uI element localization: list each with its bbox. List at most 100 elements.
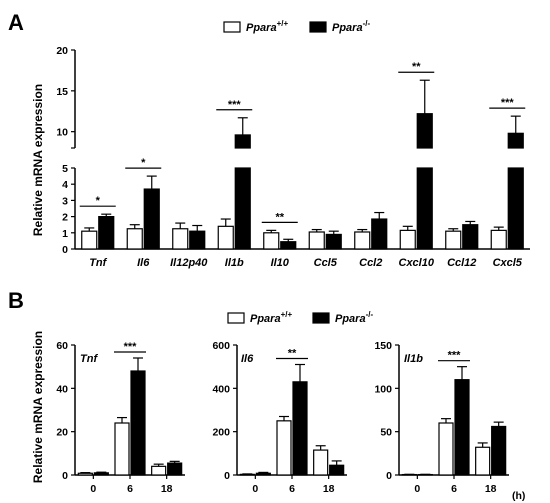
panel-b3-title: Il1b: [404, 353, 423, 365]
sig-label-Cxcl5: ***: [501, 97, 515, 109]
bar-Il1b-s1: [234, 167, 251, 250]
bar-B1-6-s1: [130, 370, 146, 476]
ytick-label-a-lower: 4: [62, 179, 68, 191]
bar-B1-18-s0: [151, 465, 167, 476]
bar-B2-6-s1: [292, 381, 308, 476]
bar-B3-6-s0: [438, 422, 454, 476]
xtick-label-B2-6: 6: [289, 483, 295, 495]
x-unit-label: (h): [512, 490, 525, 502]
panel-label-a: A: [8, 10, 24, 35]
bar-Cxcl10-s0: [399, 229, 416, 250]
bar-Ccl12-s1: [462, 224, 479, 250]
panel-b1-title: Tnf: [80, 353, 98, 365]
sig-label-Il6: *: [141, 157, 146, 169]
ytick-label-B3: 150: [374, 340, 392, 352]
legend-wt-label: Ppara+/+: [246, 19, 288, 34]
xtick-label-B2-0: 0: [252, 483, 258, 495]
ytick-label-a-upper: 10: [56, 127, 68, 139]
bar-upper-Cxcl10-s1: [416, 113, 433, 149]
xtick-label-Cxcl10: Cxcl10: [399, 257, 435, 269]
xtick-label-Cxcl5: Cxcl5: [493, 257, 523, 269]
ytick-label-B1: 0: [62, 470, 68, 482]
xtick-label-Il10: Il10: [271, 257, 290, 269]
bar-Il12p40-s0: [172, 228, 189, 250]
sig-label-Tnf: *: [96, 195, 101, 207]
ytick-label-B2: 400: [212, 383, 230, 395]
panel-b2-title: Il6: [241, 353, 254, 365]
xtick-label-Ccl5: Ccl5: [314, 257, 338, 269]
bar-B2-0-s1: [255, 472, 271, 476]
bar-Ccl12-s0: [445, 230, 462, 250]
bar-B2-6-s0: [276, 420, 292, 476]
ytick-label-B2: 200: [212, 427, 230, 439]
ylabel-a: Relative mRNA expression: [31, 84, 45, 236]
sig-label-Il10: **: [275, 211, 284, 223]
ytick-label-a-upper: 20: [56, 45, 68, 57]
ytick-label-B1: 60: [56, 340, 68, 352]
bar-Ccl2-s0: [354, 231, 371, 250]
xtick-label-Tnf: Tnf: [89, 257, 107, 269]
xtick-label-Ccl2: Ccl2: [359, 257, 382, 269]
bar-Cxcl5-s0: [490, 229, 507, 250]
bar-Il6-s1: [143, 188, 160, 250]
xtick-label-Il12p40: Il12p40: [170, 257, 208, 269]
ytick-label-B2: 600: [212, 340, 230, 352]
ytick-label-a-upper: 15: [56, 86, 68, 98]
ytick-label-B2: 0: [224, 470, 230, 482]
bar-Il10-s0: [263, 232, 280, 250]
legend-b-ko-swatch: [312, 312, 330, 324]
ytick-label-a-lower: 1: [62, 228, 68, 240]
sig-label-B1: ***: [124, 341, 138, 353]
bar-B1-0-s0: [77, 472, 93, 476]
bar-B1-18-s1: [167, 462, 183, 476]
sig-label-B3: ***: [448, 350, 462, 362]
bar-Cxcl5-s1: [507, 167, 524, 250]
xtick-label-Ccl12: Ccl12: [447, 257, 476, 269]
sig-label-B2: **: [288, 348, 297, 360]
bar-B3-18-s0: [475, 446, 491, 476]
xtick-label-B1-18: 18: [161, 483, 173, 495]
bar-B2-18-s0: [313, 449, 329, 476]
xtick-label-B1-0: 0: [90, 483, 96, 495]
legend-wt-swatch: [223, 21, 241, 33]
bar-Il10-s1: [280, 241, 297, 250]
ylabel-b: Relative mRNA expression: [31, 331, 45, 483]
ytick-label-B3: 0: [386, 470, 392, 482]
legend-b: Ppara+/+ Ppara-/-: [227, 310, 373, 325]
ytick-label-a-lower: 0: [62, 244, 68, 256]
ytick-label-B1: 20: [56, 427, 68, 439]
bar-Ccl5-s1: [325, 233, 342, 250]
legend-a: Ppara+/+ Ppara-/-: [223, 19, 370, 34]
legend-ko-swatch: [309, 21, 327, 33]
ytick-label-B1: 40: [56, 383, 68, 395]
bar-B3-18-s1: [491, 425, 507, 476]
bar-B3-6-s1: [454, 379, 470, 476]
ytick-label-a-lower: 2: [62, 212, 68, 224]
bar-upper-Cxcl5-s1: [507, 132, 524, 149]
sig-label-Cxcl10: **: [412, 61, 421, 73]
xtick-label-B1-6: 6: [127, 483, 133, 495]
xtick-label-B3-6: 6: [451, 483, 457, 495]
legend-b-wt-label: Ppara+/+: [250, 310, 292, 325]
bar-Il1b-s0: [217, 225, 234, 250]
bar-Il6-s0: [126, 228, 143, 250]
sig-label-Il1b: ***: [228, 99, 242, 111]
xtick-label-B3-0: 0: [414, 483, 420, 495]
bar-B1-6-s0: [114, 422, 130, 476]
legend-b-wt-swatch: [227, 312, 245, 324]
chart-plots: 0 1 2 3 4 5 10 15 20 Tnf Il6 Il12p40 Il1b Il10 Ccl5 Ccl…: [56, 45, 530, 495]
ytick-label-a-lower: 3: [62, 195, 68, 207]
ytick-label-B3: 100: [374, 383, 392, 395]
bar-B1-0-s1: [93, 472, 109, 476]
bar-Il12p40-s1: [189, 230, 206, 250]
bar-Cxcl10-s1: [416, 167, 433, 250]
bar-Tnf-s0: [81, 230, 98, 250]
xtick-label-Il6: Il6: [137, 257, 150, 269]
xtick-label-B2-18: 18: [323, 483, 335, 495]
xtick-label-Il1b: Il1b: [225, 257, 244, 269]
legend-b-ko-label: Ppara-/-: [335, 310, 373, 325]
bar-Tnf-s1: [98, 216, 115, 250]
xtick-label-B3-18: 18: [485, 483, 497, 495]
bar-upper-Il1b-s1: [234, 134, 251, 149]
